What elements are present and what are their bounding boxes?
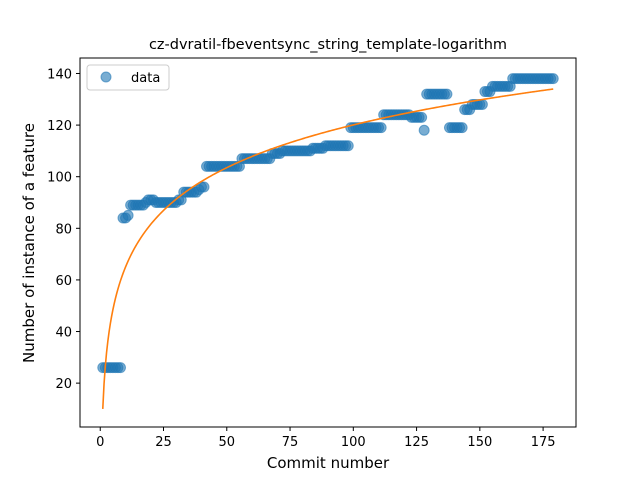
y-tick-label: 140 bbox=[47, 67, 72, 82]
plot-area bbox=[97, 73, 559, 409]
data-point bbox=[114, 362, 126, 374]
x-tick-label: 50 bbox=[219, 435, 236, 450]
legend-marker-data bbox=[100, 71, 112, 83]
legend-box bbox=[86, 64, 170, 91]
x-axis-ticks: 0 25 50 75 100 125 150 175 bbox=[96, 427, 556, 450]
data-point bbox=[418, 124, 430, 136]
x-tick-label: 125 bbox=[404, 435, 429, 450]
x-tick-label: 175 bbox=[531, 435, 556, 450]
y-tick-label: 40 bbox=[55, 326, 72, 341]
data-point bbox=[342, 140, 354, 152]
plot-frame bbox=[79, 57, 577, 428]
x-tick-label: 150 bbox=[467, 435, 492, 450]
y-tick-label: 80 bbox=[55, 222, 72, 237]
data-point bbox=[122, 209, 134, 221]
x-axis-label: Commit number bbox=[267, 454, 390, 472]
data-point bbox=[456, 122, 468, 134]
x-tick-label: 100 bbox=[341, 435, 366, 450]
data-point bbox=[547, 73, 559, 85]
data-point bbox=[198, 181, 210, 193]
fit-curve bbox=[101, 88, 554, 409]
x-tick-label: 75 bbox=[282, 435, 299, 450]
y-tick-label: 100 bbox=[47, 171, 72, 186]
y-tick-label: 120 bbox=[47, 119, 72, 134]
legend: data bbox=[86, 64, 170, 91]
data-point bbox=[441, 88, 453, 100]
data-point bbox=[375, 122, 387, 134]
y-axis-ticks: 20 40 60 80 100 120 140 bbox=[47, 67, 80, 392]
y-tick-label: 20 bbox=[55, 377, 72, 392]
x-tick-label: 0 bbox=[96, 435, 104, 450]
y-axis-label: Number of instance of a feature bbox=[20, 123, 38, 363]
y-tick-label: 60 bbox=[55, 274, 72, 289]
legend-label-data: data bbox=[131, 71, 160, 86]
data-point bbox=[476, 98, 488, 110]
chart-title: cz-dvratil-fbeventsync_string_template-l… bbox=[149, 37, 507, 53]
x-tick-label: 25 bbox=[155, 435, 172, 450]
data-point bbox=[416, 111, 428, 123]
